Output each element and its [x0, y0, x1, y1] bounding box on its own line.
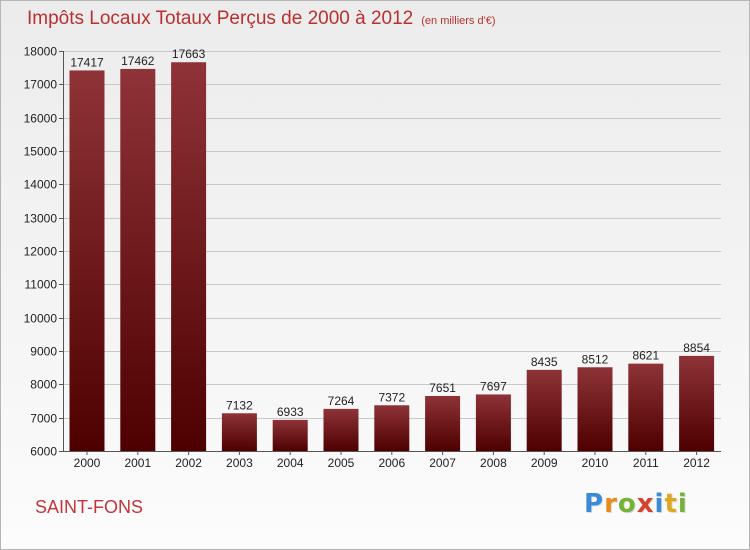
y-tick-label: 15000	[24, 145, 58, 159]
y-tick-label: 13000	[24, 212, 58, 226]
y-tick-label: 18000	[24, 45, 58, 59]
x-tick-label: 2008	[480, 456, 507, 470]
value-label: 7372	[378, 390, 405, 404]
y-tick-label: 7000	[30, 412, 57, 426]
y-tick-label: 10000	[24, 312, 58, 326]
y-tick-label: 11000	[25, 278, 58, 292]
x-tick-label: 2000	[74, 456, 101, 470]
x-tick-label: 2011	[633, 456, 659, 470]
value-label: 17663	[172, 47, 206, 61]
y-tick-label: 6000	[30, 445, 57, 459]
value-label: 7651	[429, 381, 456, 395]
x-tick-label: 2007	[429, 456, 456, 470]
value-label: 6933	[277, 405, 304, 419]
x-tick-label: 2009	[531, 456, 558, 470]
proxiti-logo: Proxiti	[584, 489, 688, 519]
commune-name: SAINT-FONS	[35, 497, 144, 517]
logo-letter: i	[654, 489, 665, 519]
y-tick-label: 17000	[24, 78, 58, 92]
value-label: 8512	[582, 352, 609, 366]
y-tick-label: 9000	[30, 345, 57, 359]
title-text: Impôts Locaux Totaux Perçus de 2000 à 20…	[27, 8, 414, 29]
y-tick-label: 16000	[24, 112, 58, 126]
value-label: 8435	[531, 355, 558, 369]
bar	[120, 68, 156, 451]
bar	[425, 395, 461, 451]
x-tick-label: 2006	[378, 456, 405, 470]
unit-note: (en milliers d'€)	[421, 15, 496, 27]
y-tick-label: 12000	[24, 245, 58, 259]
bar	[628, 363, 664, 451]
value-label: 8854	[683, 341, 710, 355]
y-tick-label: 14000	[24, 178, 58, 192]
y-tick-label: 8000	[30, 378, 57, 392]
x-tick-label: 2005	[328, 456, 355, 470]
x-tick-label: 2012	[683, 456, 710, 470]
bar	[577, 367, 613, 451]
logo-letter: i	[677, 489, 688, 519]
bar	[679, 355, 715, 451]
bar	[272, 419, 308, 451]
value-label: 7132	[226, 398, 253, 412]
x-tick-label: 2010	[582, 456, 609, 470]
bar	[526, 369, 562, 451]
value-label: 8621	[632, 349, 659, 363]
value-label: 7697	[480, 379, 507, 393]
chart-title: Impôts Locaux Totaux Perçus de 2000 à 20…	[27, 8, 495, 30]
bar	[475, 394, 511, 451]
logo-letter: r	[604, 489, 618, 519]
value-label: 17462	[121, 54, 155, 68]
bar	[323, 408, 359, 451]
logo-letter: t	[664, 489, 678, 519]
bars	[69, 62, 715, 451]
bar	[69, 70, 105, 451]
logo-letter: o	[617, 489, 637, 519]
x-tick-label: 2001	[124, 456, 151, 470]
bar	[374, 405, 410, 451]
value-label: 7264	[328, 394, 355, 408]
bar	[221, 413, 257, 451]
x-tick-label: 2004	[277, 456, 304, 470]
data-labels: 17417 17462 17663 7132 6933 7264 7372 7651 7697 8…	[70, 47, 710, 419]
x-tick-label: 2003	[226, 456, 253, 470]
logo-letter: x	[636, 489, 655, 519]
axes: 6000 7000 8000 9000 10000 11000 12000 13000 1400…	[24, 45, 721, 470]
bar	[171, 62, 207, 451]
value-label: 17417	[70, 55, 104, 69]
x-tick-label: 2002	[175, 456, 202, 470]
logo-letter: P	[584, 489, 605, 519]
